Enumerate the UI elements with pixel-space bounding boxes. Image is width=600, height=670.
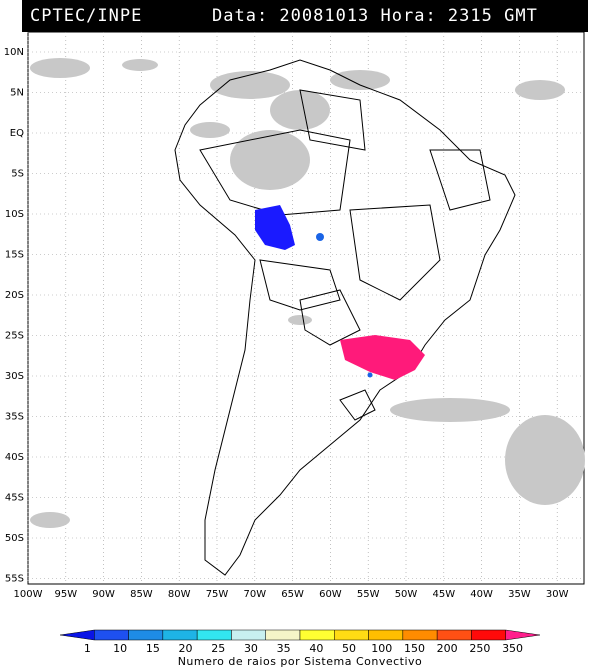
- legend-tick-label: 10: [113, 642, 127, 655]
- cloud-patch: [505, 415, 585, 505]
- legend-tick-label: 100: [371, 642, 392, 655]
- lon-tick-label: 30W: [546, 589, 569, 600]
- legend-tick-label: 150: [404, 642, 425, 655]
- cloud-patch: [30, 58, 90, 78]
- legend-color-segment: [334, 629, 369, 641]
- lon-tick-label: 75W: [206, 589, 229, 600]
- legend-tick-label: 30: [244, 642, 258, 655]
- paraguay-outline: [299, 289, 361, 346]
- coastline: [174, 59, 516, 576]
- lon-tick-label: 95W: [54, 589, 77, 600]
- blue-cluster: [255, 205, 295, 250]
- lon-tick-label: 60W: [319, 589, 342, 600]
- legend-color-segment: [162, 629, 198, 641]
- blue-convective-system: [255, 205, 324, 250]
- bolivia-outline: [259, 259, 341, 311]
- blue-dot: [367, 372, 373, 378]
- cloud-patch: [390, 398, 510, 422]
- legend-color-segment: [265, 629, 301, 641]
- cloud-patch: [515, 80, 565, 100]
- lat-tick-label: 50S: [5, 533, 24, 544]
- legend-tick-label: 40: [309, 642, 323, 655]
- legend-tick-label: 35: [277, 642, 291, 655]
- datetime-title: Data: 20081013 Hora: 2315 GMT: [212, 6, 538, 26]
- lat-tick-label: 40S: [5, 452, 24, 463]
- legend-color-segment: [505, 629, 541, 641]
- uruguay-outline: [339, 389, 376, 421]
- legend-color-segment: [128, 629, 164, 641]
- lon-tick-label: 100W: [14, 589, 43, 600]
- cloud-patch: [230, 130, 310, 190]
- brazil-state-outline: [349, 204, 441, 301]
- cloud-patch: [270, 90, 330, 130]
- legend-tick-labels: 1 10 15 20 25 30 35 40 50 100 150 200 250 350: [84, 642, 523, 655]
- lat-tick-label: 5S: [11, 169, 24, 180]
- south-america-outline: [174, 59, 516, 576]
- lat-tick-label: 10S: [5, 209, 24, 220]
- lat-tick-label: 15S: [5, 250, 24, 261]
- lon-tick-label: 90W: [92, 589, 115, 600]
- legend-tick-label: 50: [342, 642, 356, 655]
- title-bar: CPTEC/INPE Data: 20081013 Hora: 2315 GMT: [22, 0, 588, 32]
- legend-color-segment: [471, 629, 506, 641]
- lat-tick-label: 25S: [5, 331, 24, 342]
- lon-tick-label: 45W: [432, 589, 455, 600]
- legend-caption: Numero de raios por Sistema Convectivo: [178, 655, 423, 668]
- legend-color-segment: [436, 629, 472, 641]
- legend-colorbar: [59, 629, 541, 641]
- latitude-labels: 10N 5N EQ 5S 10S 15S 20S 25S 30S 35S 40S 45S 50S 55S: [4, 47, 24, 585]
- peru-region-outline: [199, 129, 351, 216]
- cloud-patch: [288, 315, 312, 325]
- lon-tick-label: 50W: [395, 589, 418, 600]
- legend-tick-label: 15: [146, 642, 160, 655]
- cloud-patch: [30, 512, 70, 528]
- lat-tick-label: 45S: [5, 493, 24, 504]
- legend-color-segment: [299, 629, 335, 641]
- brazil-ne-outline: [429, 149, 491, 211]
- cloud-patch: [122, 59, 158, 71]
- lon-tick-label: 65W: [281, 589, 304, 600]
- legend-color-segment: [368, 629, 404, 641]
- lat-tick-label: 20S: [5, 290, 24, 301]
- org-title: CPTEC/INPE: [30, 6, 143, 26]
- legend-tick-label: 250: [469, 642, 490, 655]
- lon-tick-label: 55W: [357, 589, 380, 600]
- longitude-labels: 100W 95W 90W 85W 80W 75W 70W 65W 60W 55W 50W 45W 40W…: [14, 589, 569, 600]
- legend-color-segment: [59, 629, 95, 641]
- lon-tick-label: 80W: [168, 589, 191, 600]
- legend-color-segment: [231, 629, 266, 641]
- cloud-patch: [210, 71, 290, 99]
- cloud-cover: [30, 58, 585, 528]
- lon-tick-label: 70W: [243, 589, 266, 600]
- magenta-cluster: [340, 335, 425, 380]
- legend-tick-label: 200: [437, 642, 458, 655]
- lon-tick-label: 85W: [130, 589, 153, 600]
- venezuela-region-outline: [299, 89, 366, 151]
- legend-color-segment: [196, 629, 232, 641]
- magenta-convective-system: [340, 335, 425, 380]
- lat-tick-label: 10N: [4, 47, 24, 58]
- lat-tick-label: 5N: [10, 88, 24, 99]
- lat-tick-label: 35S: [5, 412, 24, 423]
- lat-tick-label: 55S: [5, 574, 24, 585]
- legend-color-segment: [94, 629, 129, 641]
- legend-tick-label: 20: [179, 642, 193, 655]
- legend-tick-label: 25: [211, 642, 225, 655]
- lat-tick-label: 30S: [5, 371, 24, 382]
- lon-tick-label: 40W: [470, 589, 493, 600]
- legend-color-segment: [402, 629, 438, 641]
- legend-tick-label: 350: [502, 642, 523, 655]
- cloud-patch: [190, 122, 230, 138]
- lat-tick-label: EQ: [10, 128, 24, 139]
- legend-tick-label: 1: [84, 642, 91, 655]
- lon-tick-label: 35W: [508, 589, 531, 600]
- cloud-patch: [330, 70, 390, 90]
- blue-small-cluster: [316, 233, 324, 241]
